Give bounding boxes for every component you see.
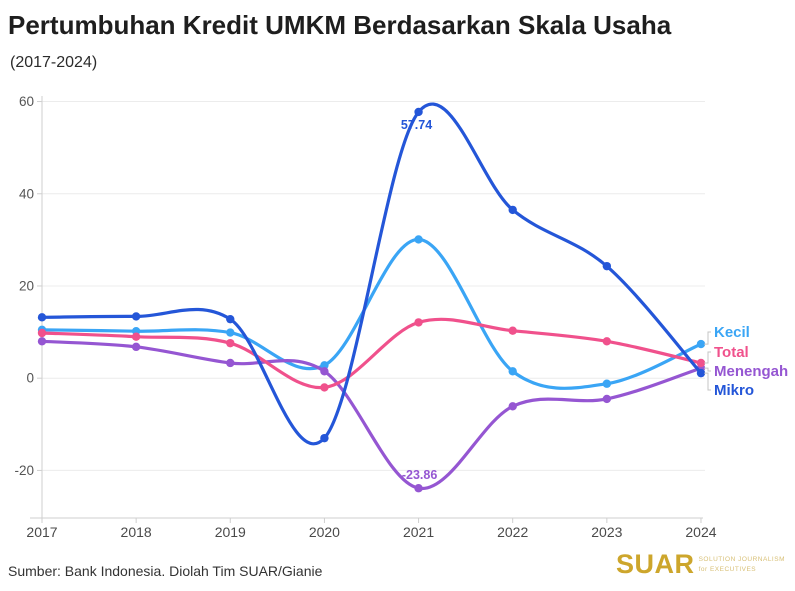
y-tick-label: 20 xyxy=(19,278,34,293)
data-point-menengah xyxy=(320,367,329,376)
y-tick-label: 40 xyxy=(19,186,34,201)
legend-connector-kecil xyxy=(704,331,711,345)
series-line-kecil xyxy=(40,237,703,390)
point-label-menengah: -23.86 xyxy=(402,468,437,482)
data-point-total xyxy=(602,337,612,346)
data-point-kecil xyxy=(320,361,329,370)
data-point-mikro xyxy=(414,107,423,117)
y-tick-label: 0 xyxy=(26,371,34,386)
data-point-mikro xyxy=(508,205,517,215)
x-tick-label: 2023 xyxy=(591,524,622,540)
logo-tagline: SOLUTION JOURNALISM for EXECUTIVES xyxy=(699,555,785,575)
data-point-total xyxy=(226,338,235,348)
x-tick-label: 2022 xyxy=(497,524,528,540)
legend-connector-mikro xyxy=(704,372,711,391)
point-label-mikro: 57.74 xyxy=(401,118,432,132)
data-point-kecil xyxy=(696,339,706,349)
y-tick-label: 60 xyxy=(19,94,34,109)
chart-title: Pertumbuhan Kredit UMKM Berdasarkan Skal… xyxy=(8,10,672,40)
legend-connector-total xyxy=(704,351,711,364)
data-point-total xyxy=(414,318,423,327)
series-line-mikro xyxy=(40,102,703,446)
series-line-menengah xyxy=(40,339,703,490)
data-point-menengah xyxy=(37,337,47,346)
x-tick-label: 2018 xyxy=(121,524,152,540)
data-point-menengah xyxy=(508,402,517,411)
chart-subtitle: (2017-2024) xyxy=(10,54,98,71)
data-point-total xyxy=(320,383,329,392)
data-point-kecil xyxy=(508,367,517,376)
legend-label-kecil: Kecil xyxy=(714,324,750,341)
data-point-mikro xyxy=(320,433,329,443)
data-point-kecil xyxy=(226,328,235,337)
legend-label-total: Total xyxy=(714,344,749,361)
data-point-mikro xyxy=(696,368,706,378)
legend-connector-menengah xyxy=(704,367,711,372)
legend-label-mikro: Mikro xyxy=(714,382,754,399)
data-point-mikro xyxy=(37,313,47,322)
data-point-total xyxy=(37,328,47,338)
logo-wordmark: SUAR xyxy=(616,549,695,579)
data-point-total xyxy=(131,332,141,341)
data-point-mikro xyxy=(602,261,612,271)
data-point-menengah xyxy=(131,342,141,352)
x-tick-label: 2017 xyxy=(26,524,57,540)
data-point-menengah xyxy=(226,358,235,368)
x-tick-label: 2024 xyxy=(685,524,716,540)
x-tick-label: 2020 xyxy=(309,524,340,540)
suar-logo: SUAR SOLUTION JOURNALISM for EXECUTIVES xyxy=(616,551,785,578)
legend-label-menengah: Menengah xyxy=(714,363,788,380)
data-point-total xyxy=(508,326,517,335)
series-line-total xyxy=(40,317,703,390)
logo-tagline-line2: for EXECUTIVES xyxy=(698,565,757,573)
data-point-kecil xyxy=(414,235,423,244)
data-point-mikro xyxy=(226,314,235,324)
x-tick-label: 2019 xyxy=(215,524,246,540)
data-point-menengah xyxy=(414,484,423,493)
data-point-total xyxy=(696,358,706,368)
source-text: Sumber: Bank Indonesia. Diolah Tim SUAR/… xyxy=(8,563,323,579)
data-point-mikro xyxy=(131,312,141,321)
logo-tagline-line1: SOLUTION JOURNALISM xyxy=(698,555,785,563)
x-tick-label: 2021 xyxy=(403,524,434,540)
data-point-menengah xyxy=(602,394,612,404)
data-point-kecil xyxy=(602,379,612,388)
y-tick-label: -20 xyxy=(14,463,34,478)
